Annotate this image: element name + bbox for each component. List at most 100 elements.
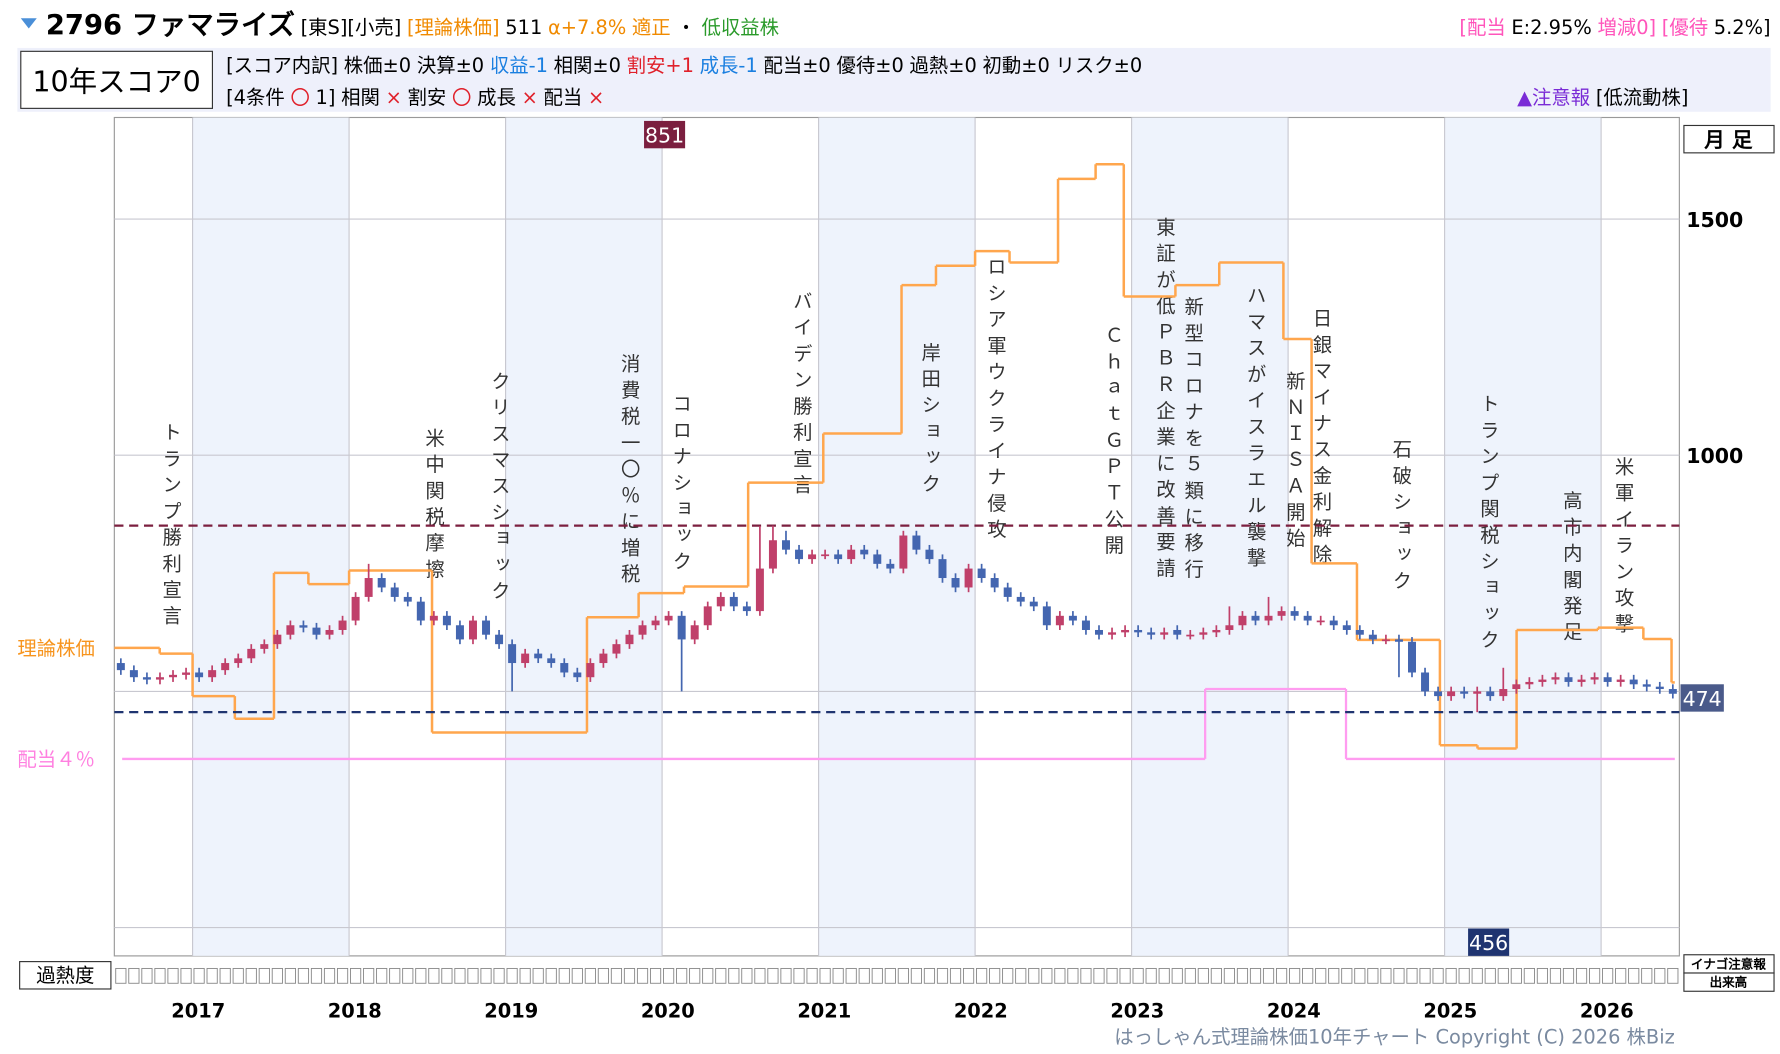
candle-body xyxy=(142,677,151,680)
overheat-cell xyxy=(167,967,179,984)
header-item: 増減0] xyxy=(1597,16,1656,39)
candle-body xyxy=(1303,615,1312,621)
overheat-cell xyxy=(767,967,779,984)
y-tick-label: 1500 xyxy=(1686,208,1743,232)
candle-body xyxy=(1512,684,1521,690)
candle-body xyxy=(1368,634,1377,640)
candle-body xyxy=(299,625,308,628)
header-item: 5.2%] xyxy=(1714,16,1771,39)
candle-body xyxy=(390,587,399,597)
overheat-cell xyxy=(1562,967,1575,984)
candle-body xyxy=(612,644,621,654)
candle-body xyxy=(1577,679,1586,682)
candle-body xyxy=(1081,620,1090,630)
candle-body xyxy=(1238,615,1247,626)
header-item: 〇 xyxy=(290,86,309,109)
candle-body xyxy=(1173,629,1182,635)
candle-body xyxy=(208,670,217,678)
overheat-cell xyxy=(1628,967,1640,984)
overheat-cell xyxy=(1106,967,1118,984)
candle-body xyxy=(495,634,504,645)
candle-body xyxy=(1408,641,1416,673)
overheat-cell xyxy=(571,967,583,984)
candle-body xyxy=(573,672,582,678)
overheat-cell xyxy=(689,967,701,984)
overheat-cell xyxy=(428,967,440,984)
header-item: 2796 ファマライズ xyxy=(46,9,295,41)
header-item: × xyxy=(386,86,402,109)
event-label: バイデン勝利宣言 xyxy=(790,291,813,501)
overheat-cell xyxy=(467,967,479,984)
header-item: 決算±0 xyxy=(417,54,484,77)
overheat-cell xyxy=(832,967,844,984)
overheat-cell xyxy=(976,967,988,984)
header-item: ・ xyxy=(676,16,695,39)
overheat-cell xyxy=(258,967,270,984)
overheat-cell xyxy=(884,967,896,984)
candle-body xyxy=(664,615,673,621)
overheat-cell xyxy=(1158,967,1170,984)
candle-body xyxy=(586,663,595,678)
candle-body xyxy=(1629,679,1638,685)
overheat-cell xyxy=(923,967,936,984)
header-item: α+7.8% xyxy=(548,16,626,39)
header-item: 相関±0 xyxy=(554,54,621,77)
last-label: 474 xyxy=(1683,687,1722,711)
header-item: E:2.95% xyxy=(1511,16,1591,39)
overheat-cell xyxy=(193,967,205,984)
candle-body xyxy=(1603,677,1612,682)
candle-body xyxy=(938,559,947,579)
header-item: 成長 xyxy=(477,86,516,109)
candle-body xyxy=(768,540,777,569)
event-label: 米中関税摩擦 xyxy=(422,428,445,585)
candle-body xyxy=(1499,689,1508,697)
overheat-cell xyxy=(1602,967,1614,984)
overheat-cell xyxy=(1015,967,1027,984)
overheat-cell xyxy=(1341,967,1353,984)
overheat-cell xyxy=(376,967,388,984)
year-band xyxy=(818,117,976,956)
candle-body xyxy=(1095,629,1103,635)
candle-body xyxy=(1564,677,1573,682)
candle-body xyxy=(482,620,491,635)
candle-body xyxy=(755,568,764,612)
last-label-box xyxy=(1680,684,1724,712)
candle-body xyxy=(1329,620,1338,626)
x-tick-label: 2020 xyxy=(641,999,695,1022)
header-item: 低収益株 xyxy=(701,16,779,39)
overheat-cell xyxy=(610,967,623,984)
overheat-cell xyxy=(1471,967,1483,984)
event-label: 東証が低ＰＢＲ企業に改善要請 xyxy=(1153,217,1176,584)
overheat-cell xyxy=(1328,967,1340,984)
overheat-cell xyxy=(271,967,283,984)
overheat-cell xyxy=(754,967,766,984)
candle-body xyxy=(821,554,830,557)
candle-body xyxy=(403,596,412,602)
event-label: コロナショック xyxy=(669,394,692,578)
event-label: ロシア軍ウクライナ侵攻 xyxy=(984,257,1007,546)
overheat-cell xyxy=(1523,967,1535,984)
candle-body xyxy=(508,644,517,664)
candle-body xyxy=(1525,681,1534,685)
overheat-cell xyxy=(493,967,505,984)
event-label: 石破ショック xyxy=(1389,439,1412,596)
header-item: [スコア内訳] xyxy=(226,54,338,77)
candle-body xyxy=(325,629,334,635)
overheat-cell xyxy=(806,967,818,984)
candle-body xyxy=(1290,611,1299,616)
score-badge: 10年スコア0 xyxy=(32,65,200,98)
overheat-cell xyxy=(649,967,662,984)
header-item: 1] xyxy=(316,86,336,109)
header-item: 配当±0 xyxy=(763,54,830,77)
overheat-cell xyxy=(1210,967,1222,984)
year-band xyxy=(1131,117,1289,956)
candle-body xyxy=(129,670,138,678)
lines xyxy=(114,162,1680,761)
overheat-cell xyxy=(1119,967,1131,984)
candle-body xyxy=(312,627,321,635)
grid xyxy=(114,117,1680,956)
overheat-cell xyxy=(323,967,336,984)
overheat-cell xyxy=(558,967,570,984)
candle-body xyxy=(1225,625,1234,630)
